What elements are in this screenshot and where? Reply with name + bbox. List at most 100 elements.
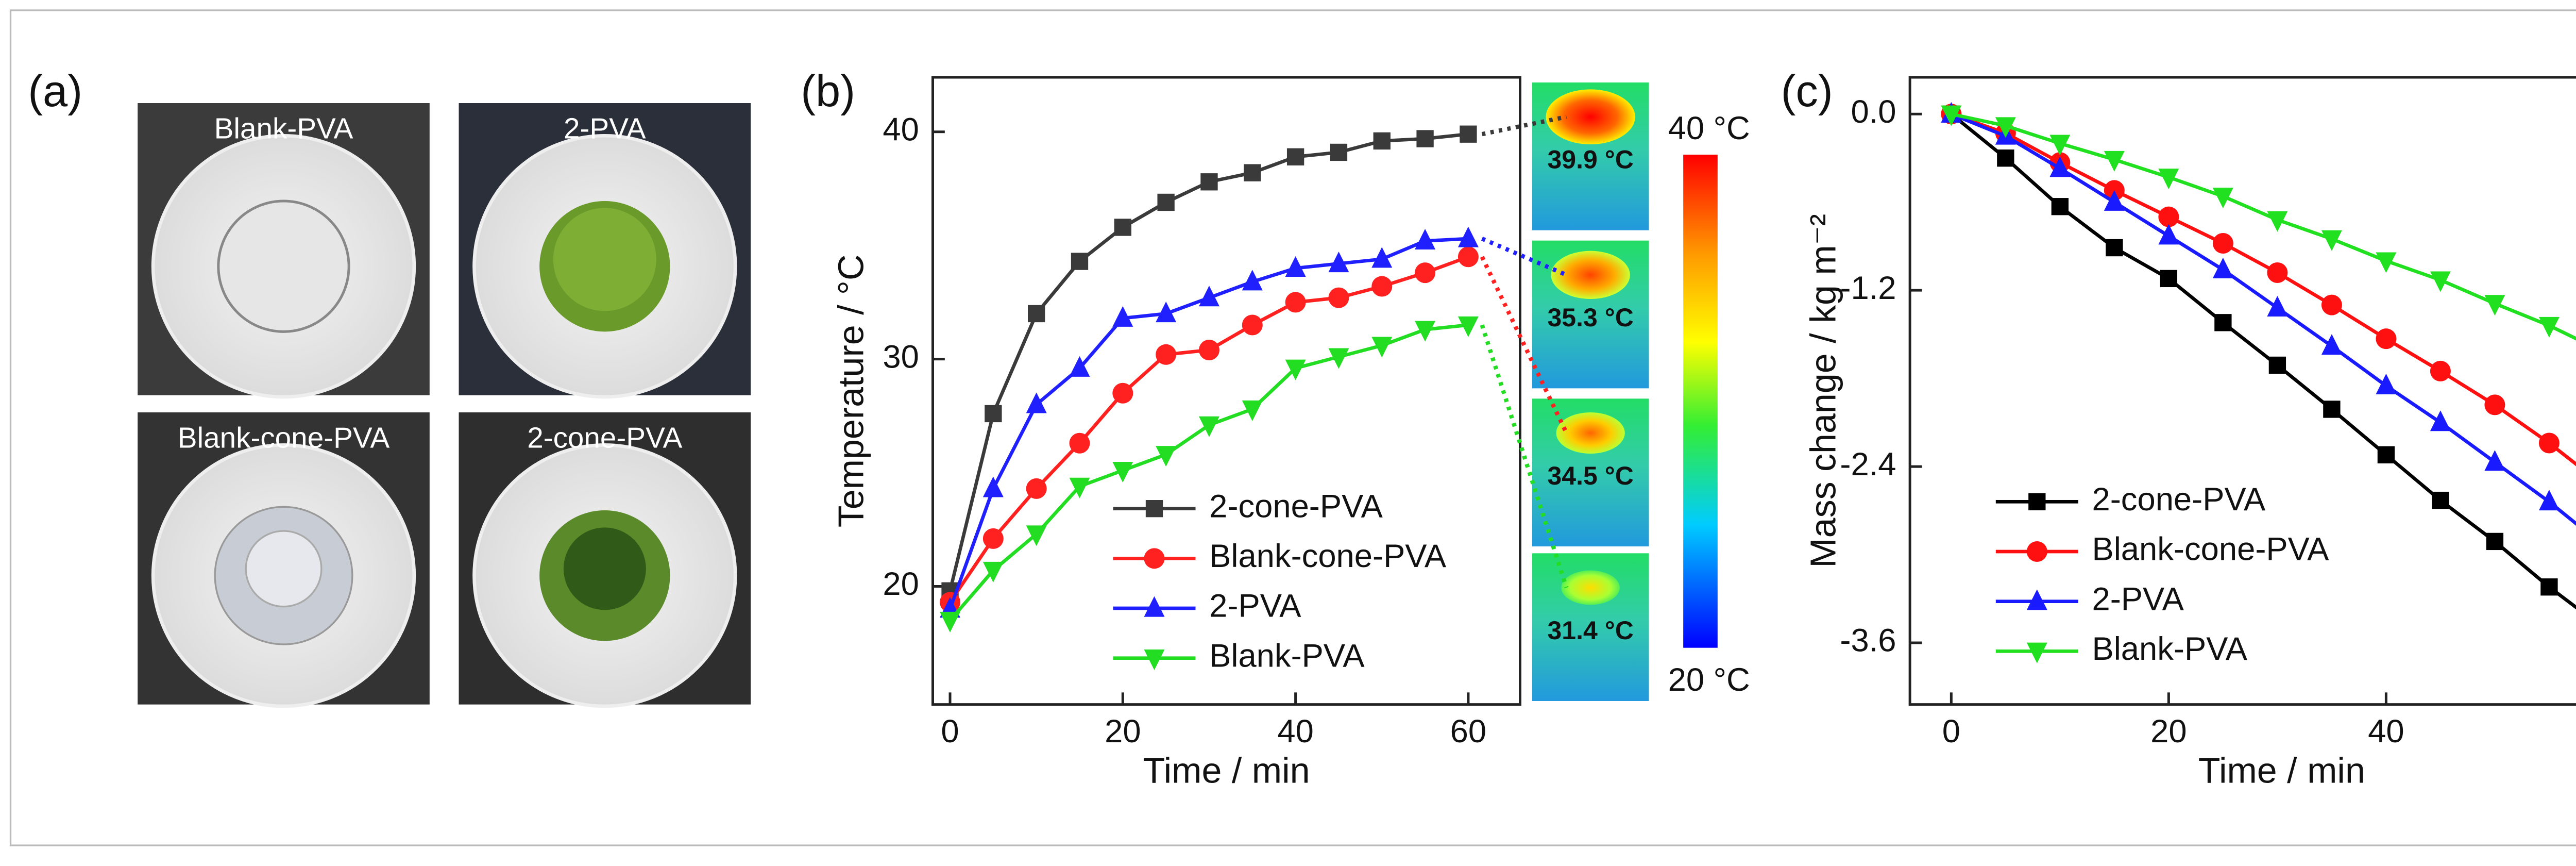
marker	[2104, 151, 2125, 172]
y-tick-label: 20	[883, 566, 919, 602]
x-tick-label: 20	[1105, 713, 1141, 750]
marker	[2321, 230, 2342, 251]
marker	[1200, 173, 1218, 191]
marker	[1156, 302, 1177, 323]
thermal-spot	[1546, 89, 1635, 144]
marker	[1328, 348, 1349, 369]
marker	[2377, 446, 2395, 463]
marker	[1026, 392, 1047, 413]
marker	[2538, 432, 2560, 454]
marker	[1995, 117, 2016, 138]
legend-label: Blank-PVA	[1209, 638, 1365, 674]
colorbar-label: 20 °C	[1668, 662, 1750, 698]
marker	[1198, 416, 1219, 437]
marker	[2267, 296, 2288, 317]
marker	[1997, 149, 2014, 167]
marker	[2484, 450, 2505, 471]
photo-label: 2-cone-PVA	[527, 422, 682, 454]
marker	[1112, 461, 1133, 482]
photo-label: 2-PVA	[564, 112, 646, 145]
legend-marker	[2026, 589, 2047, 610]
marker	[2376, 328, 2397, 349]
legend-marker	[1145, 500, 1163, 518]
legend-marker	[2026, 541, 2047, 562]
panel-label: (b)	[801, 66, 855, 116]
plot-frame	[1908, 76, 2576, 706]
marker	[1285, 256, 1306, 277]
marker	[2106, 239, 2123, 257]
pointer	[1481, 237, 1568, 277]
marker	[1244, 164, 1261, 181]
inset-label: 35.3 °C	[1548, 303, 1634, 332]
pointer	[1481, 114, 1567, 137]
x-axis-title: Time / min	[1143, 750, 1310, 790]
inset-label: 39.9 °C	[1548, 145, 1634, 174]
marker	[1156, 344, 1177, 365]
marker	[1069, 477, 1090, 498]
legend-label: 2-cone-PVA	[2092, 481, 2266, 518]
legend-label: 2-cone-PVA	[1209, 488, 1383, 524]
marker	[1330, 143, 1348, 161]
marker	[1416, 130, 1434, 147]
x-tick-label: 60	[1450, 713, 1486, 750]
marker	[2214, 314, 2232, 331]
legend-label: Blank-cone-PVA	[2092, 531, 2330, 568]
legend-marker	[1144, 548, 1165, 569]
marker	[1112, 382, 1133, 404]
frame	[9, 9, 2576, 846]
thermal-spot	[1551, 251, 1630, 299]
pointer	[1480, 324, 1569, 589]
marker	[2268, 356, 2286, 374]
marker	[2267, 211, 2288, 232]
marker	[2049, 156, 2071, 177]
marker	[1373, 132, 1391, 150]
y-tick-label: 30	[883, 339, 919, 375]
marker	[2538, 490, 2560, 511]
marker	[1415, 262, 1436, 284]
colorbar-label: 40 °C	[1668, 110, 1750, 146]
marker	[2267, 262, 2288, 283]
marker	[1112, 306, 1133, 327]
marker	[982, 561, 1004, 582]
marker	[2321, 334, 2342, 355]
marker	[1242, 270, 1263, 291]
legend-label: 2-PVA	[1209, 588, 1301, 624]
marker	[1328, 252, 1349, 273]
marker	[2051, 198, 2069, 215]
marker	[1242, 400, 1263, 421]
colorbar	[1683, 155, 1718, 648]
photo-center	[563, 527, 646, 610]
marker	[2158, 224, 2179, 245]
x-tick-label: 0	[941, 713, 959, 750]
marker	[2538, 317, 2560, 338]
data-line	[1951, 112, 2576, 341]
marker	[2376, 252, 2397, 273]
legend-label: Blank-PVA	[2092, 631, 2248, 667]
marker	[1242, 314, 1263, 336]
marker	[1371, 247, 1393, 268]
pointer	[1480, 256, 1569, 434]
x-axis-title: Time / min	[2198, 750, 2365, 790]
marker	[2158, 169, 2179, 190]
marker	[2212, 232, 2233, 254]
marker	[1458, 226, 1479, 247]
data-line	[948, 323, 1469, 622]
marker	[1415, 321, 1436, 342]
legend-label: 2-PVA	[2092, 581, 2184, 617]
marker	[2486, 532, 2504, 551]
marker	[2049, 135, 2071, 156]
y-tick-label: 40	[883, 112, 919, 148]
marker	[982, 528, 1004, 549]
x-tick-label: 20	[2150, 713, 2187, 750]
marker	[2321, 294, 2342, 315]
panel-label: (a)	[28, 66, 82, 116]
marker	[2158, 206, 2179, 227]
x-tick-label: 40	[1277, 713, 1313, 750]
marker	[1071, 253, 1089, 270]
inset-label: 34.5 °C	[1548, 461, 1634, 490]
marker	[1026, 478, 1047, 499]
marker	[1198, 286, 1219, 307]
marker	[1458, 316, 1479, 337]
marker	[1415, 229, 1436, 250]
